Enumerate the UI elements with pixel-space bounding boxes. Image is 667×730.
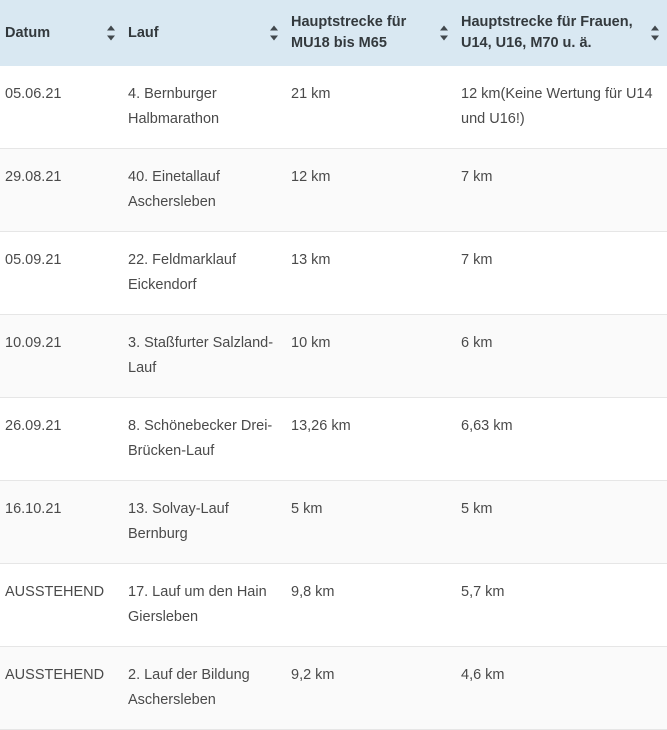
sort-descending-arrow-icon bbox=[651, 35, 659, 41]
sort-updown-icon[interactable] bbox=[107, 25, 116, 41]
table-row: 10.09.21 3. Staßfurter Salzland-Lauf 10 km… bbox=[0, 314, 667, 398]
cell-hauptstrecke-maenner: 5 km bbox=[291, 501, 323, 517]
cell-hauptstrecke-maenner: 12 km bbox=[291, 169, 331, 185]
table-row: AUSSTEHEND 17. Lauf um den Hain Gierslebe… bbox=[0, 563, 667, 647]
cell-lauf: 8. Schönebecker Drei-Brücken-Lauf bbox=[128, 418, 273, 459]
cell-hauptstrecke-maenner: 10 km bbox=[291, 335, 331, 351]
cell-hauptstrecke-frauen: 7 km bbox=[461, 252, 493, 268]
cell-hauptstrecke-frauen: 7 km bbox=[461, 169, 493, 185]
cell-datum: AUSSTEHEND bbox=[5, 667, 105, 683]
cell-lauf: 3. Staßfurter Salzland-Lauf bbox=[128, 335, 274, 376]
cell-lauf: 22. Feldmarklauf Eickendorf bbox=[128, 252, 236, 293]
column-header-lauf-label: Lauf bbox=[128, 24, 159, 41]
table-row: 16.10.21 13. Solvay-Lauf Bernburg 5 km 5 km bbox=[0, 480, 667, 564]
table-row: 05.06.21 4. Bernburger Halbmarathon 21 km 1… bbox=[0, 66, 667, 149]
column-header-datum-label: Datum bbox=[5, 24, 51, 41]
cell-datum: 16.10.21 bbox=[5, 501, 62, 517]
cell-hauptstrecke-frauen: 6,63 km bbox=[461, 418, 513, 434]
sort-updown-icon[interactable] bbox=[651, 25, 660, 41]
sort-ascending-arrow-icon bbox=[651, 25, 659, 31]
table-row: AUSSTEHEND 2. Lauf der Bildung Aschersleb… bbox=[0, 646, 667, 730]
column-header-hauptstrecke-frauen[interactable]: Hauptstrecke für Frauen, U14, U16, M70 u… bbox=[456, 0, 667, 66]
cell-hauptstrecke-maenner: 13,26 km bbox=[291, 418, 351, 434]
cell-datum: 29.08.21 bbox=[5, 169, 62, 185]
cell-datum: AUSSTEHEND bbox=[5, 584, 105, 600]
cell-datum: 05.06.21 bbox=[5, 86, 62, 102]
table-row: 26.09.21 8. Schönebecker Drei-Brücken-Lau… bbox=[0, 397, 667, 481]
cell-hauptstrecke-frauen: 12 km(Keine Wertung für U14 und U16!) bbox=[461, 86, 653, 127]
cell-lauf: 13. Solvay-Lauf Bernburg bbox=[128, 501, 229, 542]
sort-descending-arrow-icon bbox=[107, 35, 115, 41]
sort-updown-icon[interactable] bbox=[270, 25, 279, 41]
column-header-hauptstrecke-maenner[interactable]: Hauptstrecke für MU18 bis M65 bbox=[286, 0, 456, 66]
cell-lauf: 17. Lauf um den Hain Giersleben bbox=[128, 584, 267, 625]
table-header-row: Datum Lauf Hauptstrecke für MU18 bis M65 bbox=[0, 0, 667, 66]
cell-hauptstrecke-maenner: 21 km bbox=[291, 86, 331, 102]
sort-descending-arrow-icon bbox=[440, 35, 448, 41]
sort-ascending-arrow-icon bbox=[440, 25, 448, 31]
cell-hauptstrecke-frauen: 4,6 km bbox=[461, 667, 505, 683]
column-header-hauptstrecke-maenner-label: Hauptstrecke für MU18 bis M65 bbox=[291, 14, 407, 51]
cell-hauptstrecke-maenner: 9,8 km bbox=[291, 584, 335, 600]
cell-hauptstrecke-frauen: 5 km bbox=[461, 501, 493, 517]
table-row: 29.08.21 40. Einetallauf Aschersleben 12 k… bbox=[0, 148, 667, 232]
column-header-hauptstrecke-frauen-label: Hauptstrecke für Frauen, U14, U16, M70 u… bbox=[461, 14, 633, 51]
cell-hauptstrecke-maenner: 13 km bbox=[291, 252, 331, 268]
cell-hauptstrecke-frauen: 6 km bbox=[461, 335, 493, 351]
sort-ascending-arrow-icon bbox=[270, 25, 278, 31]
sort-descending-arrow-icon bbox=[270, 35, 278, 41]
cell-datum: 10.09.21 bbox=[5, 335, 62, 351]
column-header-lauf[interactable]: Lauf bbox=[123, 0, 286, 66]
cell-lauf: 2. Lauf der Bildung Aschersleben bbox=[128, 667, 250, 708]
cell-hauptstrecke-maenner: 9,2 km bbox=[291, 667, 335, 683]
sort-ascending-arrow-icon bbox=[107, 25, 115, 31]
sort-updown-icon[interactable] bbox=[440, 25, 449, 41]
cell-hauptstrecke-frauen: 5,7 km bbox=[461, 584, 505, 600]
cell-datum: 26.09.21 bbox=[5, 418, 62, 434]
cell-lauf: 40. Einetallauf Aschersleben bbox=[128, 169, 220, 210]
cell-lauf: 4. Bernburger Halbmarathon bbox=[128, 86, 220, 127]
table-row: 05.09.21 22. Feldmarklauf Eickendorf 13 km… bbox=[0, 231, 667, 315]
table-header: Datum Lauf Hauptstrecke für MU18 bis M65 bbox=[0, 0, 667, 66]
table-body: 05.06.21 4. Bernburger Halbmarathon 21 km 1… bbox=[0, 66, 667, 730]
column-header-datum[interactable]: Datum bbox=[0, 0, 123, 66]
cell-datum: 05.09.21 bbox=[5, 252, 62, 268]
